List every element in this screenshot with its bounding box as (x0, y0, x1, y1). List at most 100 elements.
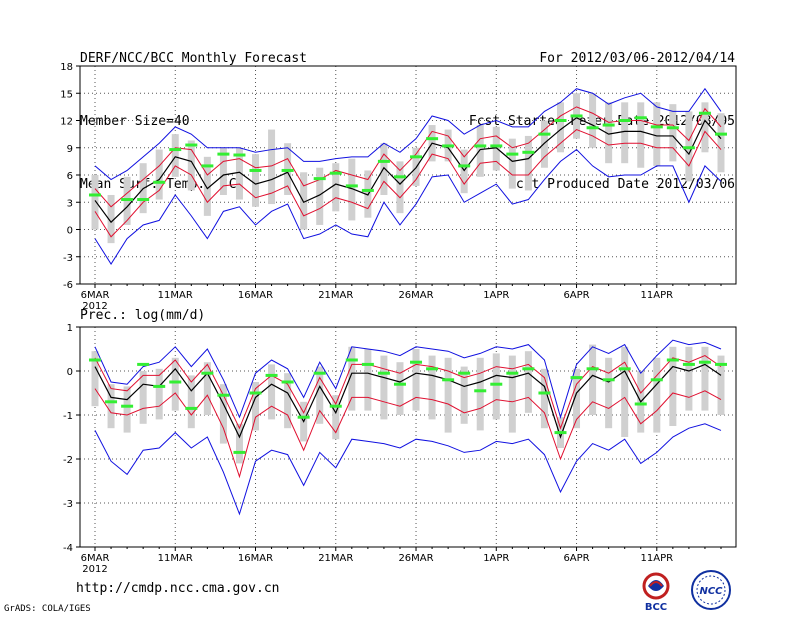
temp-range-box (589, 93, 597, 148)
temp-range-box (219, 147, 227, 195)
prec-y-tick-label: -4 (63, 543, 73, 554)
prec-range-box (605, 357, 613, 429)
prec-range-box (396, 362, 404, 415)
temp-envelope-max-line (94, 87, 722, 181)
temp-range-box (637, 102, 645, 168)
prec-range-box (155, 368, 163, 420)
prec-envelope-max-line (94, 339, 722, 419)
prec-y-tick-label: -2 (63, 455, 73, 466)
temp-range-box (396, 161, 404, 214)
temp-range-box (669, 104, 677, 162)
prec-range-box (203, 362, 211, 415)
prec-range-box (235, 423, 243, 464)
prec-range-box (284, 373, 292, 429)
precip-variable-label: Prec.: log(mm/d) (80, 308, 206, 323)
prec-range-box (91, 351, 99, 407)
temp-range-box (540, 120, 548, 168)
prec-range-box (460, 366, 468, 424)
prec-range-box (348, 346, 356, 411)
prec-range-box (219, 384, 227, 444)
temp-range-box (316, 167, 324, 225)
temp-spread-lower-line (94, 129, 722, 238)
prec-x-tick-label: 16MAR (238, 553, 273, 564)
temp-range-box (508, 138, 516, 189)
temp-envelope-min-line (94, 148, 722, 265)
temp-y-tick-label: 3 (67, 198, 73, 209)
prec-range-box (508, 355, 516, 433)
temp-range-box (171, 134, 179, 177)
temp-range-box (605, 102, 613, 164)
prec-x-tick-label: 11MAR (158, 553, 193, 564)
temp-range-box (621, 102, 629, 164)
temp-range-box (717, 113, 725, 173)
temp-range-box (203, 156, 211, 216)
prec-x-tick-label: 6MAR (81, 553, 110, 564)
prec-x-tick-label: 21MAR (318, 553, 353, 564)
prec-range-box (701, 346, 709, 411)
temp-range-box (155, 149, 163, 200)
prec-x-tick-label: 6APR (563, 553, 589, 564)
ncc-logo-text: NCC (699, 586, 723, 597)
temp-x-tick-label: 21MAR (318, 290, 353, 301)
bcc-logo-icon: BCC (642, 572, 670, 612)
ncc-logo-icon: NCC (691, 570, 731, 610)
temp-range-box (332, 163, 340, 212)
prec-spread-upper-line (94, 355, 722, 430)
prec-range-box (669, 346, 677, 426)
temp-range-box (348, 158, 356, 221)
prec-y-tick-label: -3 (63, 499, 73, 510)
prec-range-box (428, 355, 436, 420)
temp-x-tick-label: 6APR (563, 290, 589, 301)
prec-range-box (252, 382, 260, 431)
temp-x-tick-label: 6MAR (81, 290, 110, 301)
prec-range-box (268, 364, 276, 420)
temp-range-box (492, 126, 500, 171)
temp-x-tick-label: 1APR (483, 290, 509, 301)
prec-y-tick-label: 0 (67, 367, 73, 378)
temp-x-year-label: 2012 (82, 301, 107, 312)
logos: BCC NCC (642, 570, 731, 612)
prec-range-box (316, 366, 324, 424)
prec-range-box (540, 368, 548, 429)
prec-range-box (444, 357, 452, 433)
prec-y-tick-label: 1 (67, 323, 73, 334)
prec-range-box (332, 395, 340, 440)
forecast-period: For 2012/03/06-2012/04/14 (539, 51, 735, 66)
temp-range-box (268, 129, 276, 205)
prec-range-box (187, 375, 195, 429)
prec-range-box (171, 357, 179, 411)
prec-range-box (621, 346, 629, 437)
prec-range-box (380, 355, 388, 420)
prec-range-box (123, 386, 131, 433)
prec-range-box (717, 355, 725, 415)
temp-y-tick-label: 9 (67, 144, 73, 155)
prec-range-box (412, 349, 420, 411)
bcc-logo-text: BCC (645, 602, 667, 612)
prec-range-box (573, 368, 581, 429)
temp-x-tick-label: 11APR (641, 290, 674, 301)
prec-x-tick-label: 11APR (641, 553, 674, 564)
prec-range-box (139, 371, 147, 424)
temp-range-box (235, 147, 243, 200)
chart-title: DERF/NCC/BCC Monthly Forecast (80, 51, 307, 66)
prec-range-box (364, 349, 372, 411)
prec-envelope-min-line (94, 423, 722, 516)
temp-x-tick-label: 26MAR (398, 290, 433, 301)
temp-range-box (524, 135, 532, 191)
forecast-produced-date: Fcst Produced Date 2012/03/06 (508, 177, 735, 192)
prec-x-tick-label: 1APR (483, 553, 509, 564)
source-url[interactable]: http://cmdp.ncc.cma.gov.cn (76, 581, 280, 596)
temp-range-box (252, 154, 260, 207)
temp-y-tick-label: 12 (60, 117, 73, 128)
temp-range-box (91, 175, 99, 230)
prec-spread-lower-line (94, 388, 722, 479)
prec-range-box (107, 384, 115, 429)
temp-x-tick-label: 16MAR (238, 290, 273, 301)
temp-y-tick-label: 6 (67, 171, 73, 182)
temp-x-tick-label: 11MAR (158, 290, 193, 301)
temp-y-tick-label: 0 (67, 226, 73, 237)
prec-plot-frame (79, 326, 737, 548)
temp-range-box (556, 102, 564, 153)
prec-range-box (589, 344, 597, 415)
